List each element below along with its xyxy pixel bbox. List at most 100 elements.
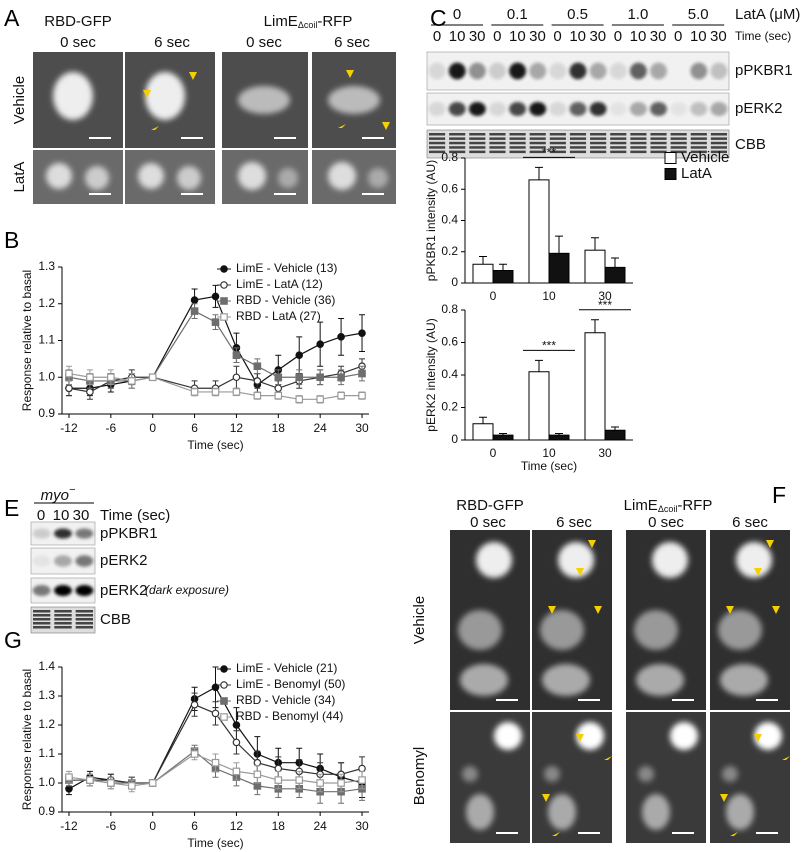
stain-band (449, 150, 466, 154)
band (549, 101, 567, 117)
data-point (337, 373, 345, 382)
time-label: 0 (614, 28, 622, 45)
y-tick-label: 0.6 (441, 335, 458, 349)
stain-band (670, 137, 687, 140)
y-tick-label: 1.0 (38, 775, 55, 789)
stain-band (449, 137, 466, 140)
y-tick-label: 1.3 (38, 688, 55, 702)
data-point (274, 764, 283, 773)
arrowhead (542, 794, 550, 802)
x-axis-label: Time (sec) (187, 438, 243, 452)
x-tick-label: 30 (598, 446, 612, 460)
stain-band (549, 150, 566, 154)
error-bar (591, 319, 599, 333)
stain-band (690, 141, 707, 145)
axis-label: LatA (μM) (735, 6, 800, 23)
stain-band (610, 133, 627, 136)
legend-label: LimE - Benomyl (50) (236, 677, 345, 691)
stain-band (429, 137, 446, 140)
arrowhead (143, 90, 151, 98)
stain-band (33, 622, 51, 625)
legend-label: LimE - LatA (12) (236, 277, 323, 291)
stain-band (509, 141, 526, 145)
stain-band (549, 146, 566, 149)
y-tick-label: 0.4 (441, 213, 458, 227)
stain-band (650, 150, 667, 154)
stain-band (75, 614, 93, 617)
band (468, 101, 486, 117)
data-point (65, 773, 73, 782)
data-point (211, 758, 220, 767)
panel-letter: F (772, 482, 786, 508)
x-tick-label: 6 (191, 421, 198, 435)
stain-band (690, 150, 707, 154)
data-point (232, 388, 241, 396)
concentration-label: 0 (453, 6, 461, 23)
x-tick-label: 24 (313, 819, 327, 833)
y-tick-label: 1.2 (38, 717, 55, 731)
error-bar (479, 416, 487, 424)
stain-band (690, 146, 707, 149)
time-label: 30 (469, 28, 486, 45)
band (489, 62, 506, 80)
bar (472, 423, 494, 441)
stain-band (549, 137, 566, 140)
data-point (337, 779, 345, 787)
data-point (274, 391, 283, 400)
x-tick-label: 30 (355, 421, 369, 435)
arrowhead (754, 734, 762, 742)
data-point (86, 776, 94, 784)
cell (636, 664, 684, 696)
data-point (211, 318, 220, 326)
band (529, 62, 547, 80)
x-tick-label: -6 (106, 819, 117, 833)
y-tick-label: 0.8 (441, 150, 458, 164)
stain-band (610, 150, 627, 154)
cell (540, 610, 584, 650)
stain-band (33, 618, 51, 621)
stain-band (590, 133, 607, 136)
band (448, 101, 466, 117)
cell (460, 664, 508, 696)
stain-band (489, 146, 506, 149)
axis-label: Time (sec) (100, 507, 170, 524)
arrowhead (766, 540, 774, 548)
cell (638, 766, 654, 782)
genotype-label: myo− (41, 484, 76, 504)
data-point (337, 391, 345, 400)
concentration-label: 0.1 (507, 6, 528, 23)
y-tick-label: 0 (451, 275, 458, 289)
y-tick-label: 0.9 (38, 406, 55, 420)
arrowhead (189, 72, 197, 80)
band (710, 62, 728, 80)
data-point (190, 750, 199, 758)
band (690, 101, 708, 117)
cell (476, 542, 512, 578)
time-label: 10 (630, 28, 647, 45)
stain-band (509, 137, 526, 140)
stain-band (650, 137, 667, 140)
stain-band (710, 133, 727, 136)
stain-band (489, 150, 506, 154)
panel-title: LimEΔcoil-RFP (624, 497, 713, 514)
row-label: Vehicle (411, 596, 428, 644)
stain-band (590, 146, 607, 149)
band (54, 528, 72, 539)
data-point (232, 738, 241, 747)
legend-swatch (664, 168, 677, 180)
bar (584, 332, 606, 441)
stain-band (489, 133, 506, 136)
time-label: 0 (674, 28, 682, 45)
stain-band (509, 146, 526, 149)
stain-band (630, 137, 647, 140)
arrowhead (772, 606, 780, 614)
data-point (358, 764, 366, 773)
data-point (65, 784, 73, 793)
bar (548, 434, 570, 441)
legend-label: RBD - Benomyl (44) (236, 709, 343, 723)
arrowhead (730, 832, 738, 836)
stain-band (690, 133, 707, 136)
panel-title: LimEΔcoil-RFP (264, 13, 353, 30)
data-point (190, 700, 199, 709)
error-bar (499, 263, 507, 271)
